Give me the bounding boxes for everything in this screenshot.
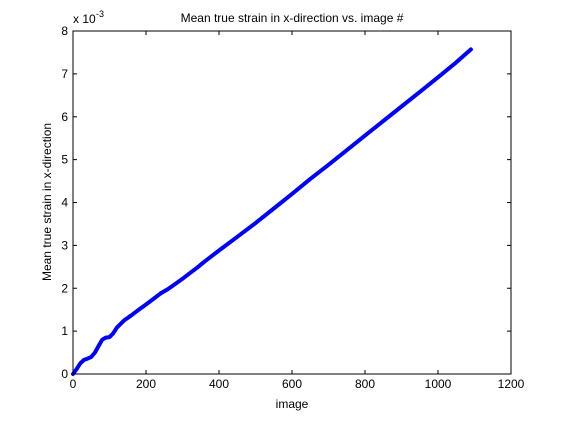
x-tick-label: 0 (70, 377, 77, 391)
x-tick-label: 200 (136, 377, 156, 391)
y-tick-label: 7 (61, 67, 68, 81)
y-tick-label: 6 (61, 110, 68, 124)
y-tick-label: 5 (61, 153, 68, 167)
y-tick-label: 1 (61, 324, 68, 338)
y-tick-label: 8 (61, 24, 68, 38)
axes-background (73, 31, 511, 374)
x-tick-label: 1000 (425, 377, 452, 391)
chart-title: Mean true strain in x-direction vs. imag… (181, 11, 404, 25)
y-exponent-power: -3 (96, 9, 104, 19)
x-axis-label: image (276, 397, 309, 411)
y-exponent-base: x 10 (73, 12, 96, 26)
x-tick-label: 400 (209, 377, 229, 391)
y-axis-label: Mean true strain in x-direction (40, 123, 54, 281)
axes-box (72, 30, 512, 375)
y-tick-label: 2 (61, 281, 68, 295)
ticks-layer: 0 200 400 600 800 1000 1200 0 1 2 3 4 5 6 7 8 (61, 24, 524, 391)
series-line-strain (71, 47, 473, 376)
x-tick-label: 1200 (498, 377, 525, 391)
y-tick-label: 0 (61, 367, 68, 381)
x-tick-label: 800 (355, 377, 375, 391)
x-tick-label: 600 (282, 377, 302, 391)
y-tick-label: 4 (61, 196, 68, 210)
y-tick-label: 3 (61, 238, 68, 252)
